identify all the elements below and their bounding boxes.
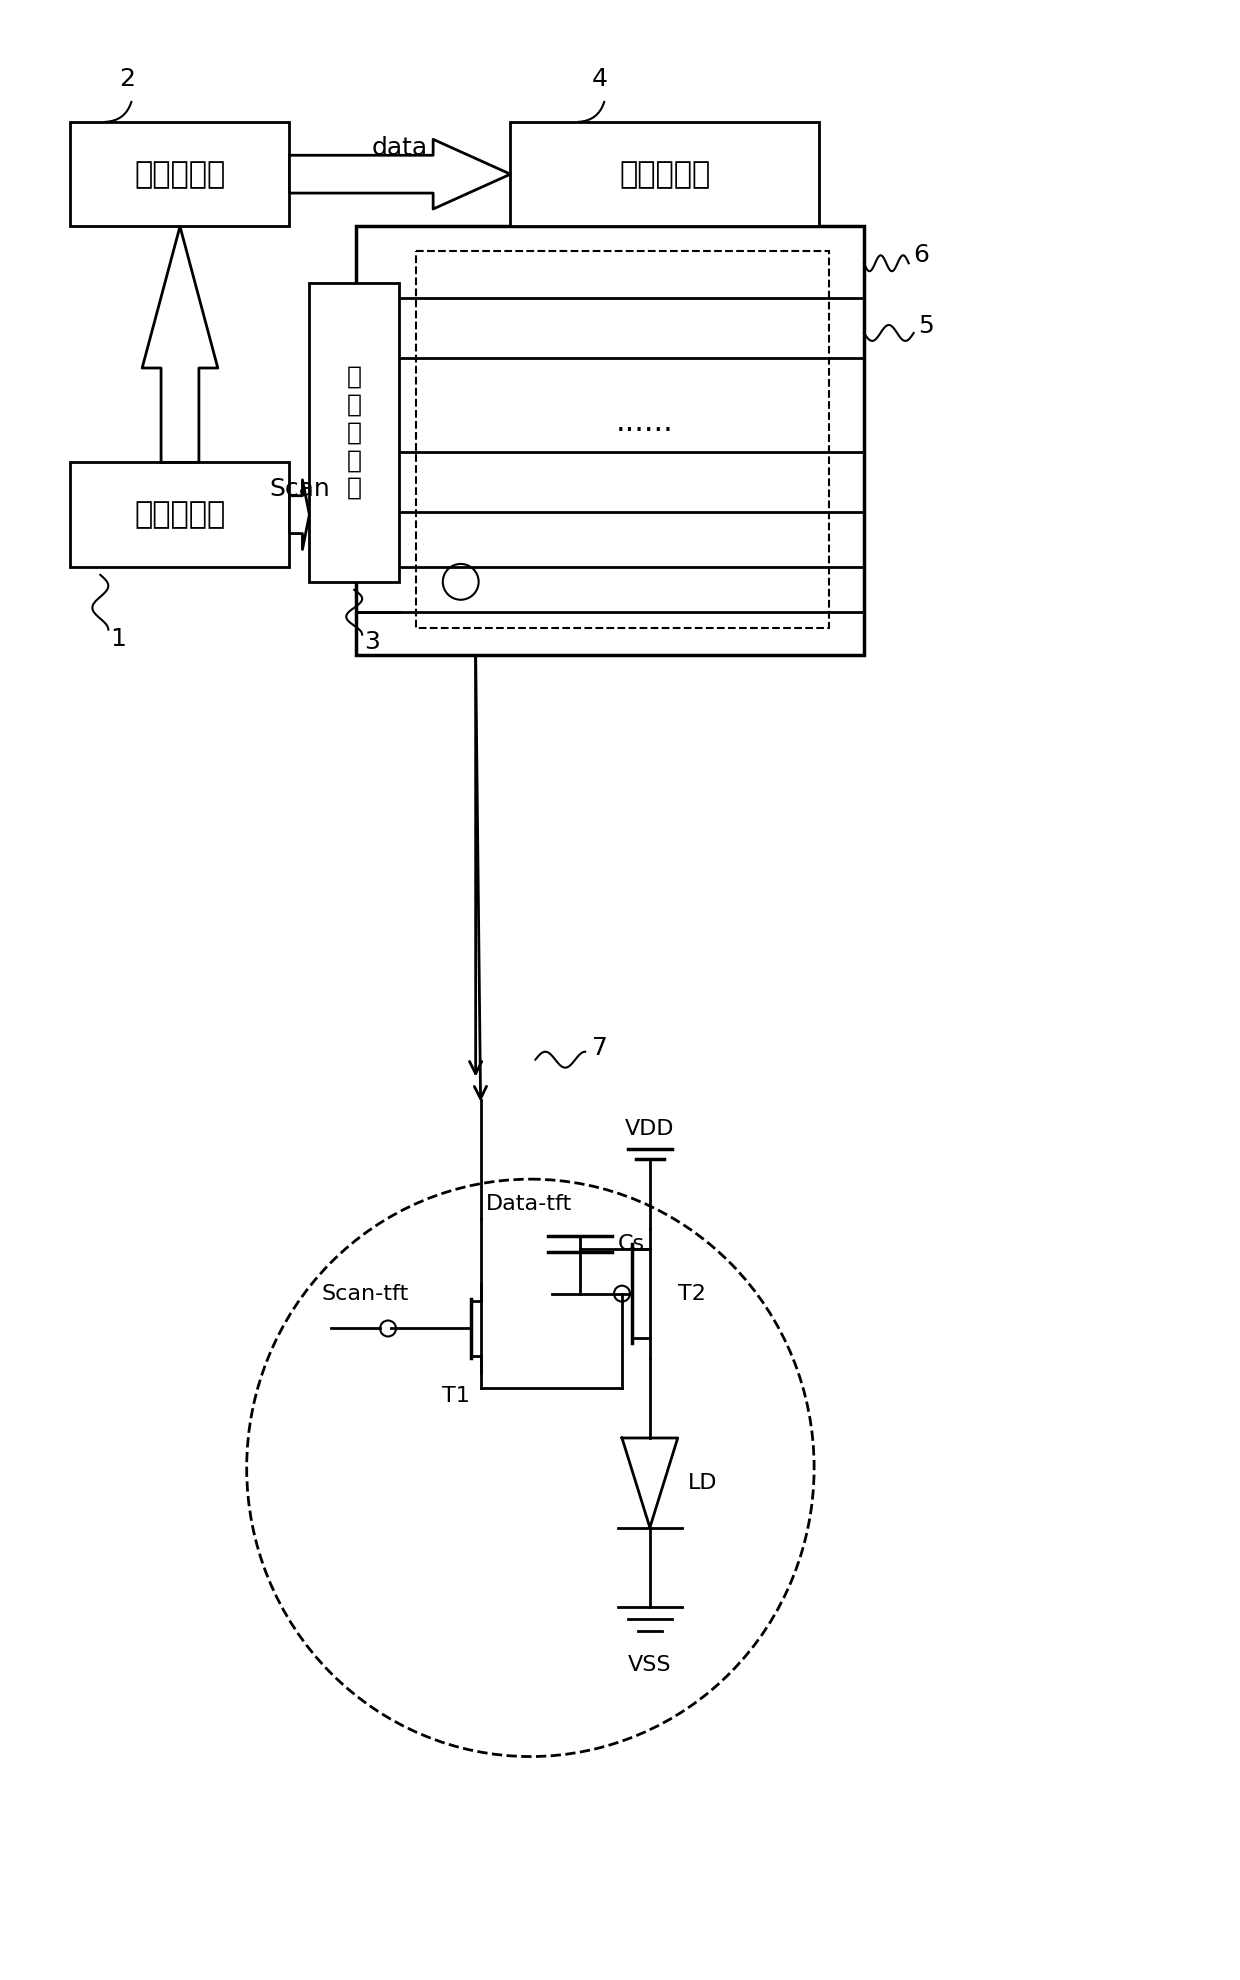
Text: Data-tft: Data-tft — [486, 1194, 572, 1214]
Text: 1: 1 — [110, 626, 126, 651]
Polygon shape — [289, 479, 310, 550]
Bar — [310, 283, 399, 582]
Text: T2: T2 — [678, 1283, 706, 1303]
Text: 行
扫
描
电
路: 行 扫 描 电 路 — [347, 364, 362, 501]
Text: 2: 2 — [119, 67, 135, 91]
Text: 3: 3 — [365, 630, 379, 653]
Text: VSS: VSS — [629, 1655, 672, 1675]
Text: 列扫描电路: 列扫描电路 — [619, 160, 711, 188]
Bar — [415, 251, 830, 628]
Text: 6: 6 — [914, 244, 930, 267]
Polygon shape — [143, 226, 218, 463]
Text: Cs: Cs — [618, 1234, 645, 1253]
Text: 5: 5 — [918, 315, 934, 339]
Polygon shape — [289, 139, 511, 210]
Bar — [511, 123, 820, 226]
Bar — [71, 123, 289, 226]
Text: 7: 7 — [593, 1036, 608, 1059]
Text: 4: 4 — [591, 67, 608, 91]
Text: 时序控制器: 时序控制器 — [134, 501, 226, 529]
Polygon shape — [622, 1437, 678, 1529]
Text: LD: LD — [688, 1473, 717, 1493]
Text: data: data — [372, 137, 428, 160]
Text: T1: T1 — [441, 1386, 470, 1406]
Text: Scan: Scan — [269, 477, 330, 501]
Bar — [356, 226, 864, 655]
Text: 数据处理器: 数据处理器 — [134, 160, 226, 188]
Text: ......: ...... — [616, 408, 673, 438]
Bar — [71, 463, 289, 566]
Text: VDD: VDD — [625, 1119, 675, 1138]
Text: Scan-tft: Scan-tft — [321, 1283, 409, 1303]
